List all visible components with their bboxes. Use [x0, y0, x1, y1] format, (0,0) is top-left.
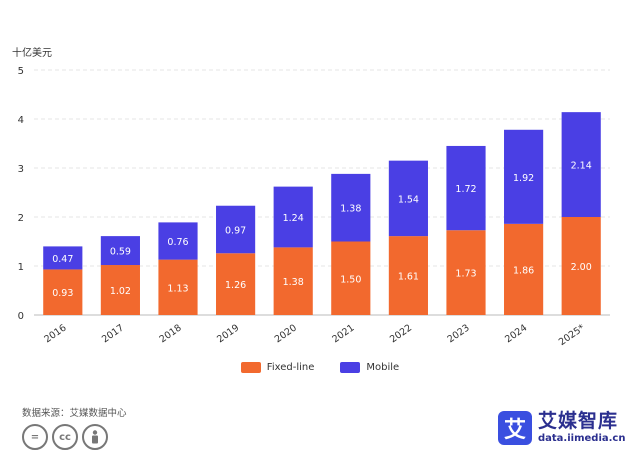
- bar-value-label: 0.59: [110, 247, 131, 258]
- x-tick-label: 2023: [446, 322, 472, 345]
- x-tick-label: 2021: [330, 322, 356, 345]
- bar-value-label: 1.02: [110, 286, 131, 297]
- bar-value-label: 1.38: [283, 277, 304, 288]
- bar-segment-mobile: [446, 145, 486, 231]
- legend-label-mobile: Mobile: [366, 362, 400, 373]
- bar-value-label: 0.76: [167, 237, 188, 248]
- legend-swatch-mobile: [340, 362, 361, 373]
- person-icon: [82, 424, 108, 450]
- bar-value-label: 1.92: [513, 173, 534, 184]
- bar-segment-fixed-line: [388, 236, 428, 315]
- x-tick-label: 2024: [503, 322, 529, 345]
- y-tick-label: 3: [18, 164, 24, 175]
- bar-value-label: 1.38: [340, 204, 361, 215]
- brand-name: 艾媒智库: [538, 410, 619, 432]
- bar-segment-mobile: [273, 186, 313, 248]
- brand-url: data.iimedia.cn: [538, 433, 626, 444]
- bar-value-label: 2.00: [571, 262, 592, 273]
- bar-segment-fixed-line: [446, 230, 486, 315]
- legend-swatch-fixed-line: [240, 362, 261, 373]
- bar-segment-fixed-line: [43, 269, 83, 315]
- x-tick-label: 2020: [273, 322, 299, 345]
- y-tick-label: 5: [18, 66, 24, 77]
- bar-value-label: 0.47: [52, 254, 73, 265]
- bar-segment-fixed-line: [158, 259, 198, 315]
- bar-value-label: 0.93: [52, 288, 73, 299]
- bar-segment-mobile: [561, 112, 601, 217]
- bar-value-label: 1.72: [455, 184, 476, 195]
- bar-segment-mobile: [43, 246, 83, 270]
- bar-segment-fixed-line: [100, 265, 140, 315]
- legend-item-mobile[interactable]: Mobile: [340, 362, 399, 373]
- bar-value-label: 2.14: [571, 161, 592, 172]
- bar-segment-fixed-line: [273, 247, 313, 315]
- legend-item-fixed-line[interactable]: Fixed-line: [240, 362, 315, 373]
- bar-segment-mobile: [504, 129, 544, 224]
- bar-segment-mobile: [331, 173, 371, 242]
- bar-value-label: 1.54: [398, 194, 419, 205]
- legend-label-fixed-line: Fixed-line: [266, 362, 315, 373]
- bar-segment-mobile: [388, 160, 428, 237]
- bar-value-label: 1.86: [513, 265, 534, 276]
- x-tick-label: 2016: [42, 322, 68, 345]
- x-tick-label: 2019: [215, 322, 241, 345]
- bar-value-label: 1.24: [283, 213, 304, 224]
- brand-logo-icon: 艾: [498, 410, 532, 445]
- bar-value-label: 1.13: [167, 283, 188, 294]
- bar-segment-fixed-line: [216, 253, 256, 315]
- bar-segment-fixed-line: [561, 217, 601, 315]
- source-note: 数据来源：艾媒数据中心: [22, 408, 127, 419]
- equals-icon: =: [22, 424, 48, 450]
- bar-segment-mobile: [100, 236, 140, 266]
- bar-segment-fixed-line: [504, 223, 544, 315]
- bar-value-label: 1.61: [398, 272, 419, 283]
- x-tick-label: 2025*: [557, 322, 587, 348]
- license-icons: = cc: [22, 424, 108, 450]
- y-axis-unit-label: 十亿美元: [12, 48, 52, 59]
- chart-legend: Fixed-line Mobile: [0, 362, 640, 373]
- y-tick-label: 2: [18, 213, 24, 224]
- bar-value-label: 0.97: [225, 225, 246, 236]
- cc-icon: cc: [52, 424, 78, 450]
- bar-segment-mobile: [216, 205, 256, 254]
- x-tick-label: 2017: [100, 322, 126, 345]
- bar-value-label: 1.50: [340, 274, 361, 285]
- bar-value-label: 1.26: [225, 280, 246, 291]
- y-tick-label: 1: [18, 262, 24, 273]
- x-tick-label: 2022: [388, 322, 414, 345]
- bar-value-label: 1.73: [455, 269, 476, 280]
- bar-segment-fixed-line: [331, 241, 371, 315]
- y-tick-label: 4: [18, 115, 24, 126]
- bar-segment-mobile: [158, 222, 198, 260]
- x-tick-label: 2018: [158, 322, 184, 345]
- y-tick-label: 0: [18, 311, 24, 322]
- brand-block: 艾 艾媒智库 data.iimedia.cn: [498, 410, 625, 445]
